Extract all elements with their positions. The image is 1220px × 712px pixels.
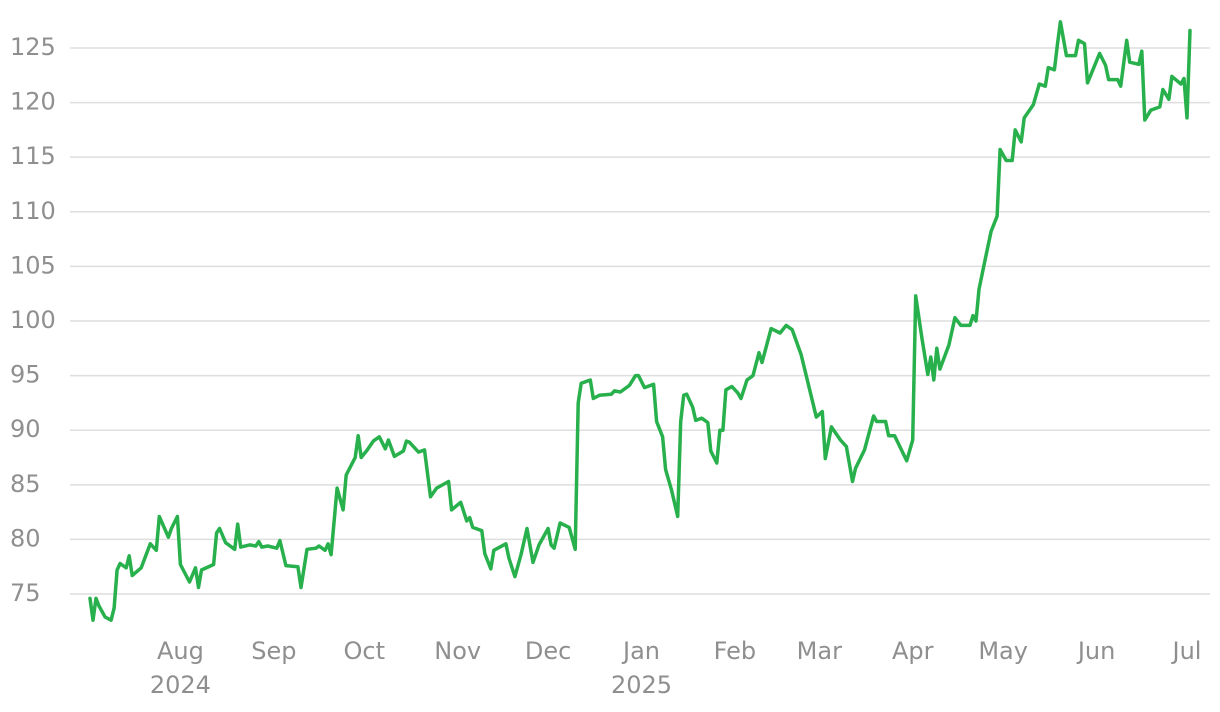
x-tick-label: Feb	[714, 637, 757, 665]
x-tick-label: Apr	[892, 637, 934, 665]
x-tick-label: Jun	[1076, 637, 1116, 665]
y-tick-label: 110	[10, 197, 56, 225]
y-tick-label: 125	[10, 33, 56, 61]
y-tick-label: 120	[10, 88, 56, 116]
x-year-label: 2024	[150, 671, 211, 699]
x-tick-label: Dec	[525, 637, 571, 665]
x-tick-label: Jan	[621, 637, 660, 665]
x-tick-label: Mar	[797, 637, 842, 665]
y-tick-label: 95	[10, 361, 41, 389]
x-tick-label: Oct	[343, 637, 385, 665]
y-tick-label: 80	[10, 524, 41, 552]
x-tick-label: Aug	[157, 637, 204, 665]
y-tick-label: 105	[10, 251, 56, 279]
x-tick-label: Nov	[434, 637, 481, 665]
x-tick-label: Sep	[251, 637, 296, 665]
y-tick-label: 85	[10, 470, 41, 498]
x-tick-label: May	[978, 637, 1028, 665]
y-tick-label: 75	[10, 579, 41, 607]
data-line	[88, 20, 1192, 622]
x-year-label: 2025	[611, 671, 672, 699]
y-tick-label: 100	[10, 306, 56, 334]
x-tick-label: Jul	[1170, 637, 1201, 665]
y-tick-label: 115	[10, 142, 56, 170]
y-tick-label: 90	[10, 415, 41, 443]
